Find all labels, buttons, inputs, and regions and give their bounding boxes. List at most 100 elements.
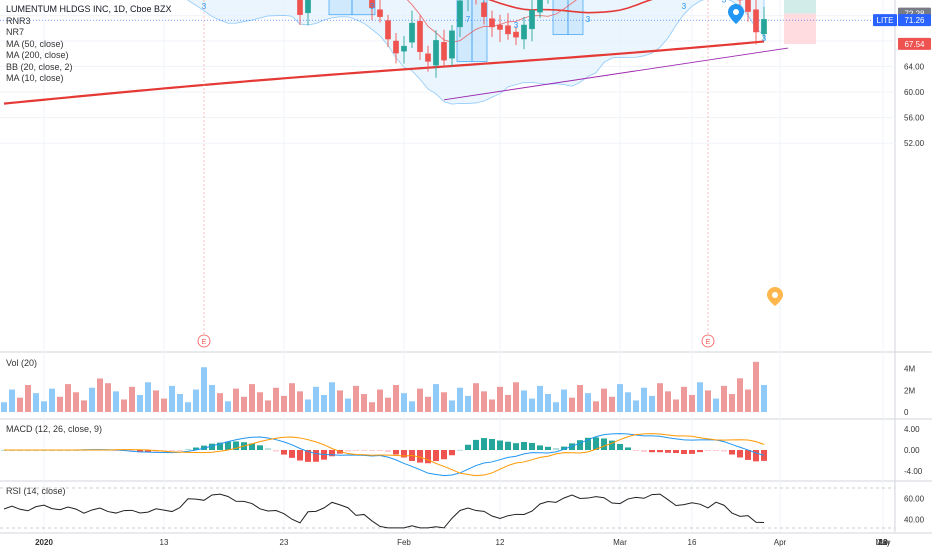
volume-bar[interactable] — [433, 384, 439, 412]
volume-bar[interactable] — [225, 401, 231, 412]
volume-bar[interactable] — [489, 400, 495, 413]
candle-body[interactable] — [497, 25, 502, 29]
volume-bar[interactable] — [121, 400, 127, 413]
volume-bar[interactable] — [577, 385, 583, 412]
volume-bar[interactable] — [17, 398, 23, 412]
price-axis-label[interactable]: 56.00 — [904, 114, 925, 123]
volume-bar[interactable] — [737, 378, 743, 412]
volume-bar[interactable] — [745, 390, 751, 412]
time-axis-label[interactable]: Feb — [397, 538, 411, 547]
volume-bar[interactable] — [505, 395, 511, 412]
candle-body[interactable] — [385, 21, 390, 40]
volume-bar[interactable] — [393, 385, 399, 412]
volume-bar[interactable] — [281, 396, 287, 412]
volume-bar[interactable] — [337, 390, 343, 412]
candle-body[interactable] — [433, 40, 438, 65]
volume-bar[interactable] — [257, 392, 263, 412]
volume-bar[interactable] — [289, 383, 295, 412]
volume-bar[interactable] — [521, 390, 527, 412]
time-axis-label[interactable]: 13 — [160, 538, 169, 547]
price-axis-label[interactable]: 64.00 — [904, 63, 925, 72]
candle-body[interactable] — [537, 0, 542, 12]
volume-bar[interactable] — [209, 385, 215, 412]
volume-bar[interactable] — [33, 393, 39, 412]
volume-bar[interactable] — [329, 382, 335, 412]
volume-bar[interactable] — [305, 400, 311, 413]
volume-bar[interactable] — [81, 400, 87, 412]
volume-bar[interactable] — [497, 387, 503, 412]
candle-body[interactable] — [377, 10, 382, 17]
volume-bar[interactable] — [97, 378, 103, 412]
candle-body[interactable] — [417, 21, 422, 52]
volume-bar[interactable] — [473, 383, 479, 412]
volume-bar[interactable] — [369, 402, 375, 412]
candle-body[interactable] — [401, 46, 406, 51]
volume-bar[interactable] — [89, 388, 95, 412]
volume-bar[interactable] — [185, 402, 191, 412]
volume-bar[interactable] — [385, 398, 391, 412]
volume-bar[interactable] — [513, 382, 519, 412]
volume-bar[interactable] — [441, 392, 447, 412]
volume-bar[interactable] — [201, 367, 207, 412]
volume-bar[interactable] — [561, 390, 567, 412]
volume-bar[interactable] — [609, 397, 615, 412]
study-ma200[interactable]: MA (200, close) — [6, 50, 172, 62]
volume-bar[interactable] — [409, 401, 415, 412]
volume-bar[interactable] — [313, 387, 319, 412]
volume-bar[interactable] — [633, 400, 639, 412]
volume-bar[interactable] — [265, 400, 271, 412]
volume-bar[interactable] — [177, 394, 183, 412]
volume-bar[interactable] — [545, 394, 551, 412]
volume-bar[interactable] — [481, 391, 487, 412]
volume-bar[interactable] — [529, 399, 535, 412]
volume-bar[interactable] — [761, 385, 767, 412]
volume-bar[interactable] — [249, 384, 255, 412]
volume-bar[interactable] — [57, 397, 63, 412]
study-bb[interactable]: BB (20, close, 2) — [6, 62, 172, 74]
volume-bar[interactable] — [241, 397, 247, 412]
volume-bar[interactable] — [361, 394, 367, 412]
volume-bar[interactable] — [145, 382, 151, 412]
volume-bar[interactable] — [585, 393, 591, 412]
candle-body[interactable] — [425, 54, 430, 62]
volume-bar[interactable] — [297, 391, 303, 412]
volume-bar[interactable] — [161, 399, 167, 412]
candle-body[interactable] — [441, 42, 446, 60]
volume-bar[interactable] — [465, 396, 471, 412]
volume-bar[interactable] — [425, 397, 431, 412]
volume-bar[interactable] — [673, 400, 679, 413]
volume-bar[interactable] — [721, 386, 727, 412]
volume-bar[interactable] — [137, 395, 143, 412]
volume-bar[interactable] — [73, 392, 79, 412]
volume-bar[interactable] — [9, 390, 15, 412]
volume-bar[interactable] — [193, 390, 199, 412]
time-axis-label[interactable]: Jun — [877, 538, 890, 547]
volume-bar[interactable] — [569, 398, 575, 412]
volume-bar[interactable] — [353, 386, 359, 412]
volume-bar[interactable] — [697, 382, 703, 412]
candle-body[interactable] — [529, 10, 534, 29]
candle-body[interactable] — [753, 10, 758, 32]
volume-bar[interactable] — [689, 395, 695, 412]
volume-bar[interactable] — [681, 387, 687, 412]
volume-bar[interactable] — [321, 395, 327, 412]
volume-bar[interactable] — [401, 393, 407, 412]
candle-body[interactable] — [521, 25, 526, 39]
candle-body[interactable] — [297, 0, 302, 15]
volume-bar[interactable] — [377, 390, 383, 412]
volume-bar[interactable] — [153, 390, 159, 412]
candle-body[interactable] — [393, 41, 398, 53]
volume-bar[interactable] — [457, 388, 463, 412]
candle-body[interactable] — [489, 19, 494, 27]
volume-bar[interactable] — [593, 401, 599, 412]
candle-body[interactable] — [761, 19, 766, 34]
volume-bar[interactable] — [345, 399, 351, 412]
volume-bar[interactable] — [601, 389, 607, 412]
price-axis-label[interactable]: 60.00 — [904, 88, 925, 97]
time-axis-label[interactable]: 12 — [496, 538, 505, 547]
study-ma50[interactable]: MA (50, close) — [6, 39, 172, 51]
study-ma10[interactable]: MA (10, close) — [6, 73, 172, 85]
volume-bar[interactable] — [665, 391, 671, 412]
time-axis-label[interactable]: 23 — [280, 538, 289, 547]
